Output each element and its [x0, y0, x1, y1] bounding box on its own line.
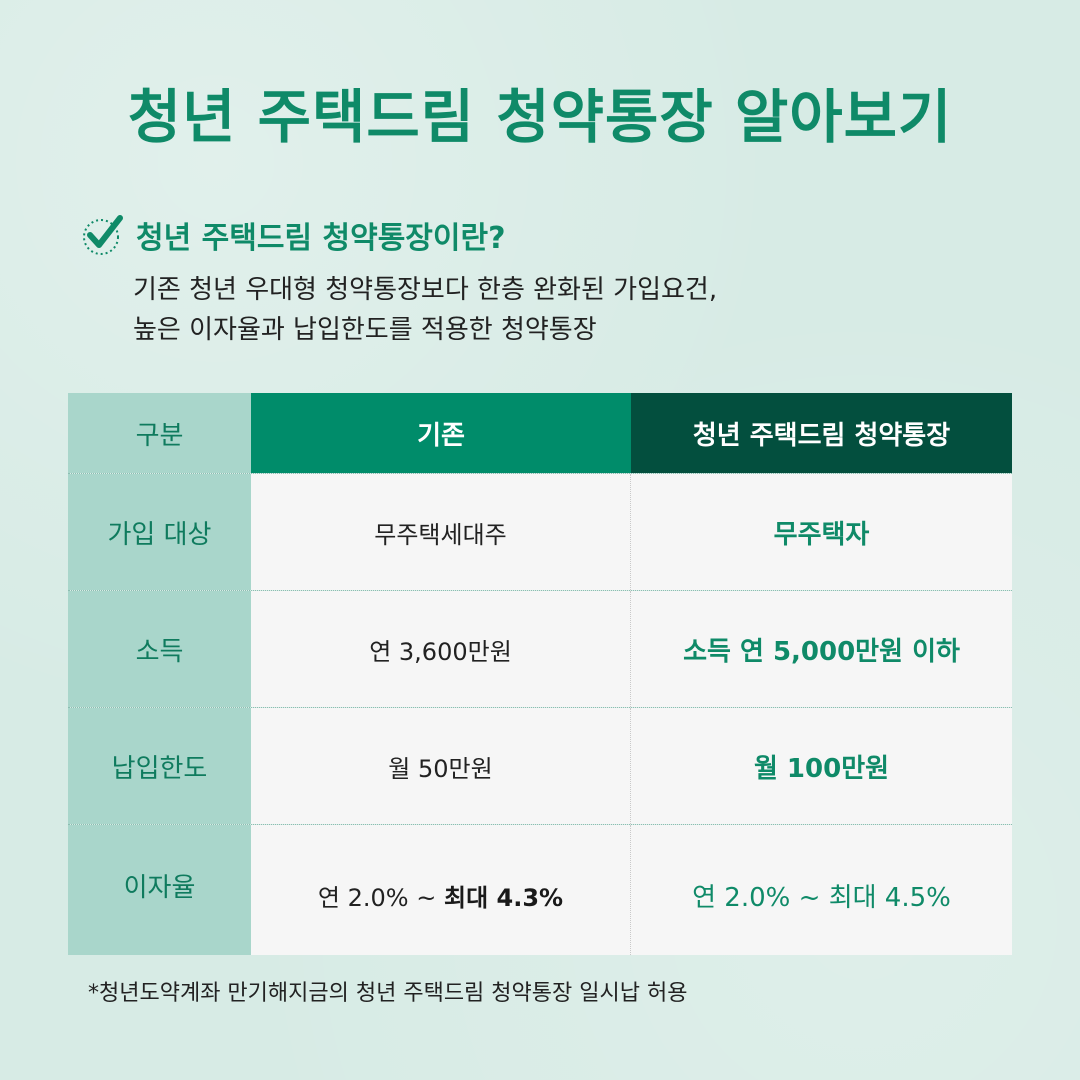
table-header-row: 구분 기존 청년 주택드림 청약통장	[68, 393, 1012, 473]
new-rate-max: 최대 4.5%	[828, 882, 951, 913]
section-title: 청년 주택드림 청약통장이란?	[136, 221, 506, 256]
table-row: 가입 대상 무주택세대주 무주택자	[68, 473, 1012, 590]
comparison-table: 구분 기존 청년 주택드림 청약통장 가입 대상 무주택세대주 무주택자 소득 …	[68, 393, 1012, 956]
row-label: 납입한도	[68, 708, 251, 824]
table-row: 납입한도 월 50만원 월 100만원	[68, 707, 1012, 824]
checkmark-icon	[80, 212, 126, 258]
header-existing: 기존	[251, 393, 631, 473]
table-row: 소득 연 3,600만원 소득 연 5,000만원 이하	[68, 590, 1012, 707]
row-new-value: 월 100만원	[631, 708, 1012, 824]
footnote: *청년도약계좌 만기해지금의 청년 주택드림 청약통장 일시납 허용	[88, 981, 688, 1006]
row-new-value: 연 2.0% ~ 최대 4.5%	[631, 825, 1012, 955]
section-description: 기존 청년 우대형 청약통장보다 한층 완화된 가입요건, 높은 이자율과 납입…	[133, 270, 717, 350]
row-existing-value: 월 50만원	[251, 708, 631, 824]
row-label: 소득	[68, 591, 251, 707]
row-label: 가입 대상	[68, 474, 251, 590]
existing-rate-max: 최대 4.3%	[443, 883, 564, 912]
existing-rate-prefix: 연 2.0% ~	[317, 883, 444, 912]
description-line-1: 기존 청년 우대형 청약통장보다 한층 완화된 가입요건,	[133, 275, 718, 305]
header-category: 구분	[68, 393, 251, 473]
page-title: 청년 주택드림 청약통장 알아보기	[127, 83, 953, 151]
new-rate-prefix: 연 2.0% ~	[692, 882, 829, 913]
table-row: 이자율 연 2.0% ~ 최대 4.3% 연 2.0% ~ 최대 4.5%	[68, 824, 1012, 955]
row-existing-value: 연 2.0% ~ 최대 4.3%	[251, 825, 631, 955]
row-existing-value: 연 3,600만원	[251, 591, 631, 707]
section-header: 청년 주택드림 청약통장이란?	[80, 212, 506, 258]
row-label: 이자율	[68, 825, 251, 955]
header-new: 청년 주택드림 청약통장	[631, 393, 1012, 473]
description-line-2: 높은 이자율과 납입한도를 적용한 청약통장	[133, 315, 597, 345]
row-existing-value: 무주택세대주	[251, 474, 631, 590]
row-new-value: 소득 연 5,000만원 이하	[631, 591, 1012, 707]
row-new-value: 무주택자	[631, 474, 1012, 590]
